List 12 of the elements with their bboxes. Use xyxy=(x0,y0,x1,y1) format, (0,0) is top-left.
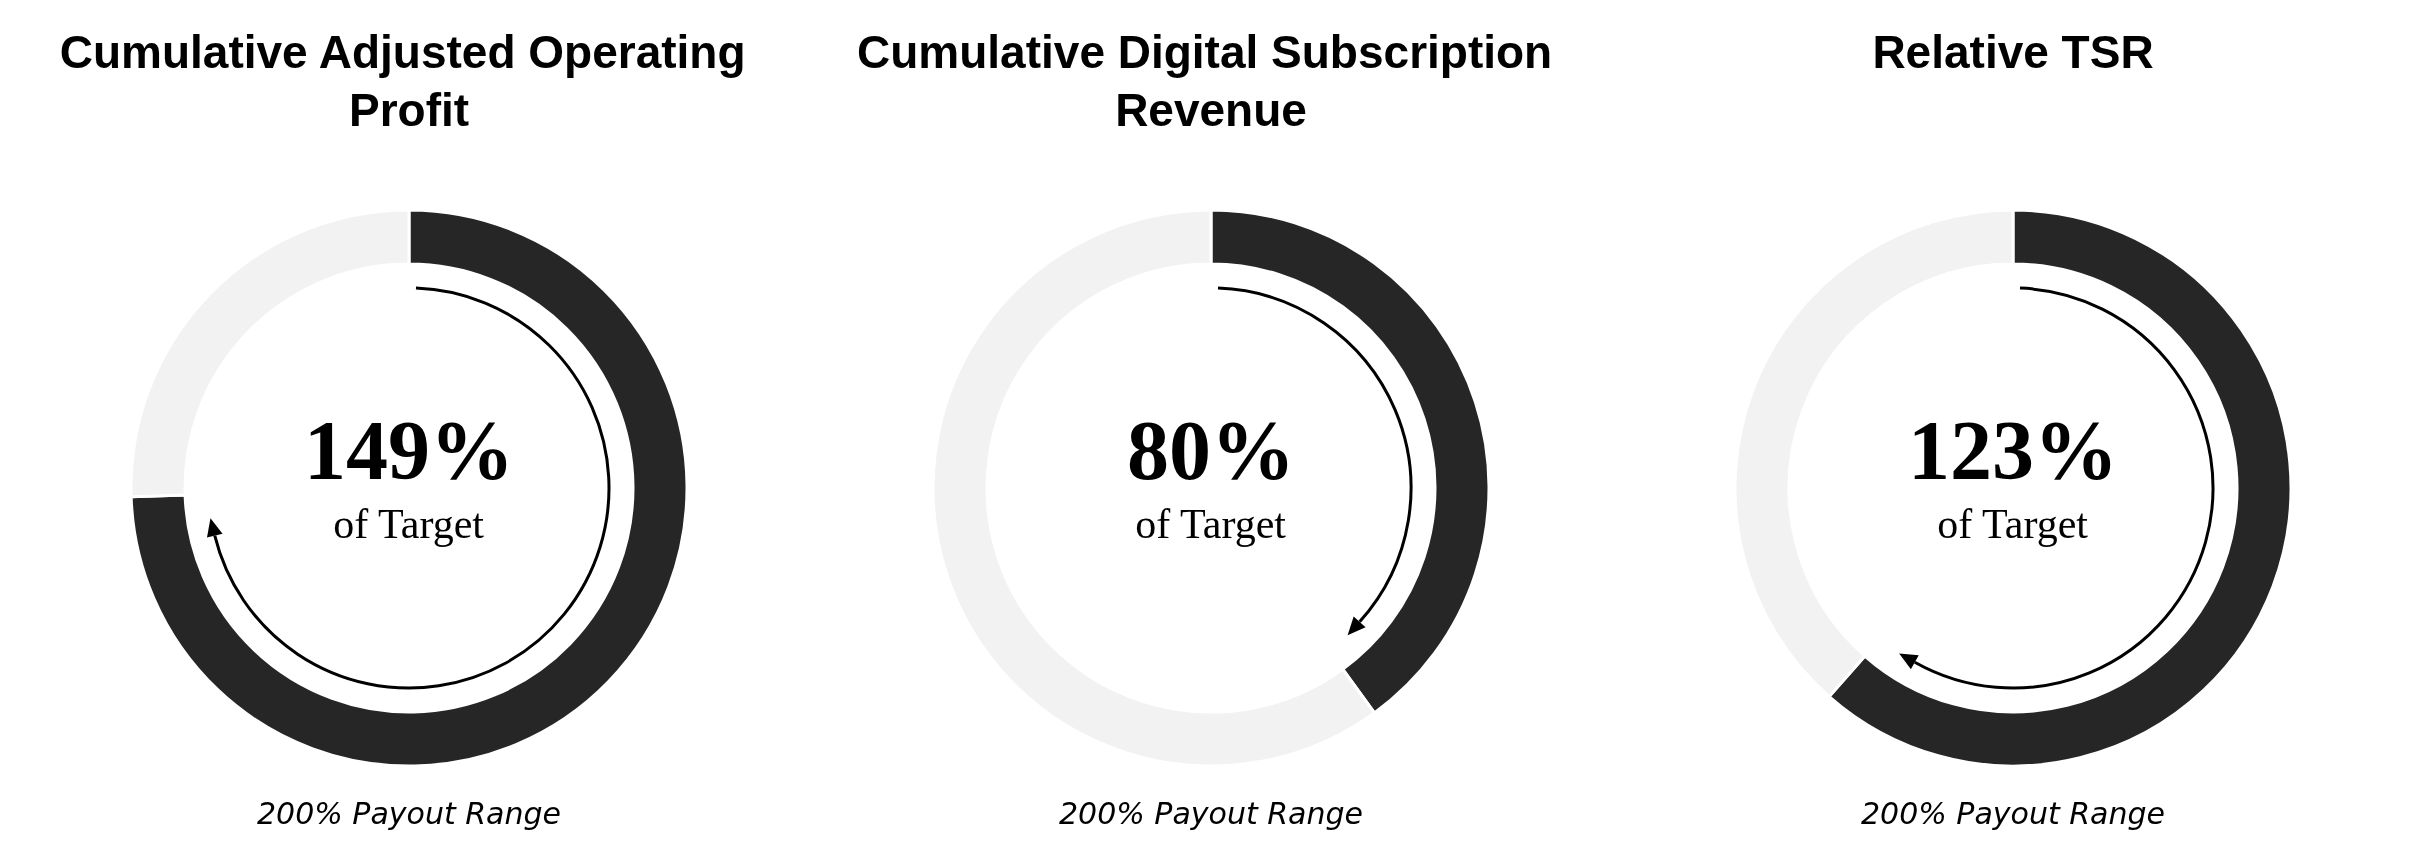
text: 80% xyxy=(1127,403,1295,497)
text: of Target xyxy=(333,501,485,547)
text: 123% xyxy=(1908,403,2118,497)
text: of Target xyxy=(1937,501,2089,547)
text: 149% xyxy=(304,403,514,497)
text: of Target xyxy=(1135,501,1287,547)
text: 200% Payout Range xyxy=(257,795,561,831)
chart-title: Cumulative Digital Subscription Revenue xyxy=(857,26,1565,136)
chart-title: Cumulative Adjusted Operating Profit xyxy=(59,26,759,136)
text: 200% Payout Range xyxy=(1861,795,2165,831)
text: 200% Payout Range xyxy=(1059,795,1363,831)
chart-title: Relative TSR xyxy=(1872,26,2154,78)
